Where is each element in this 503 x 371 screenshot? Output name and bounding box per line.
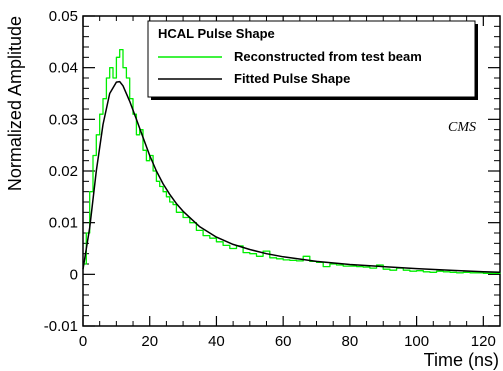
y-tick-label: 0.01 xyxy=(49,215,78,232)
x-tick-label: 40 xyxy=(208,333,225,350)
y-tick-label: 0 xyxy=(70,266,78,283)
y-tick-label: 0.05 xyxy=(49,8,78,25)
x-tick-label: 60 xyxy=(275,333,292,350)
axes: 0 20 40 60 80 100 120-0.0100.010.020.030.040.0… xyxy=(44,8,501,350)
x-tick-label: 120 xyxy=(471,333,496,350)
series-line-fitted xyxy=(82,80,501,274)
x-tick-label: 20 xyxy=(141,333,158,350)
y-tick-label: 0.03 xyxy=(49,111,78,128)
series-layer xyxy=(82,48,501,274)
x-axis-label: Time (ns) xyxy=(424,350,499,370)
x-tick-label: 0 xyxy=(79,333,87,350)
legend-title: HCAL Pulse Shape xyxy=(158,26,275,41)
y-tick-label: -0.01 xyxy=(44,318,78,335)
y-tick-label: 0.04 xyxy=(49,60,78,77)
legend-box xyxy=(147,20,476,98)
legend-label: Fitted Pulse Shape xyxy=(234,71,350,86)
legend: HCAL Pulse Shape Reconstructed from test … xyxy=(147,20,478,100)
y-tick-label: 0.02 xyxy=(49,163,78,180)
x-tick-label: 100 xyxy=(404,333,429,350)
y-axis-label: Normalized Amplitude xyxy=(5,16,25,191)
legend-label: Reconstructed from test beam xyxy=(234,49,422,64)
x-tick-label: 80 xyxy=(342,333,359,350)
cms-annotation: CMS xyxy=(448,120,476,135)
